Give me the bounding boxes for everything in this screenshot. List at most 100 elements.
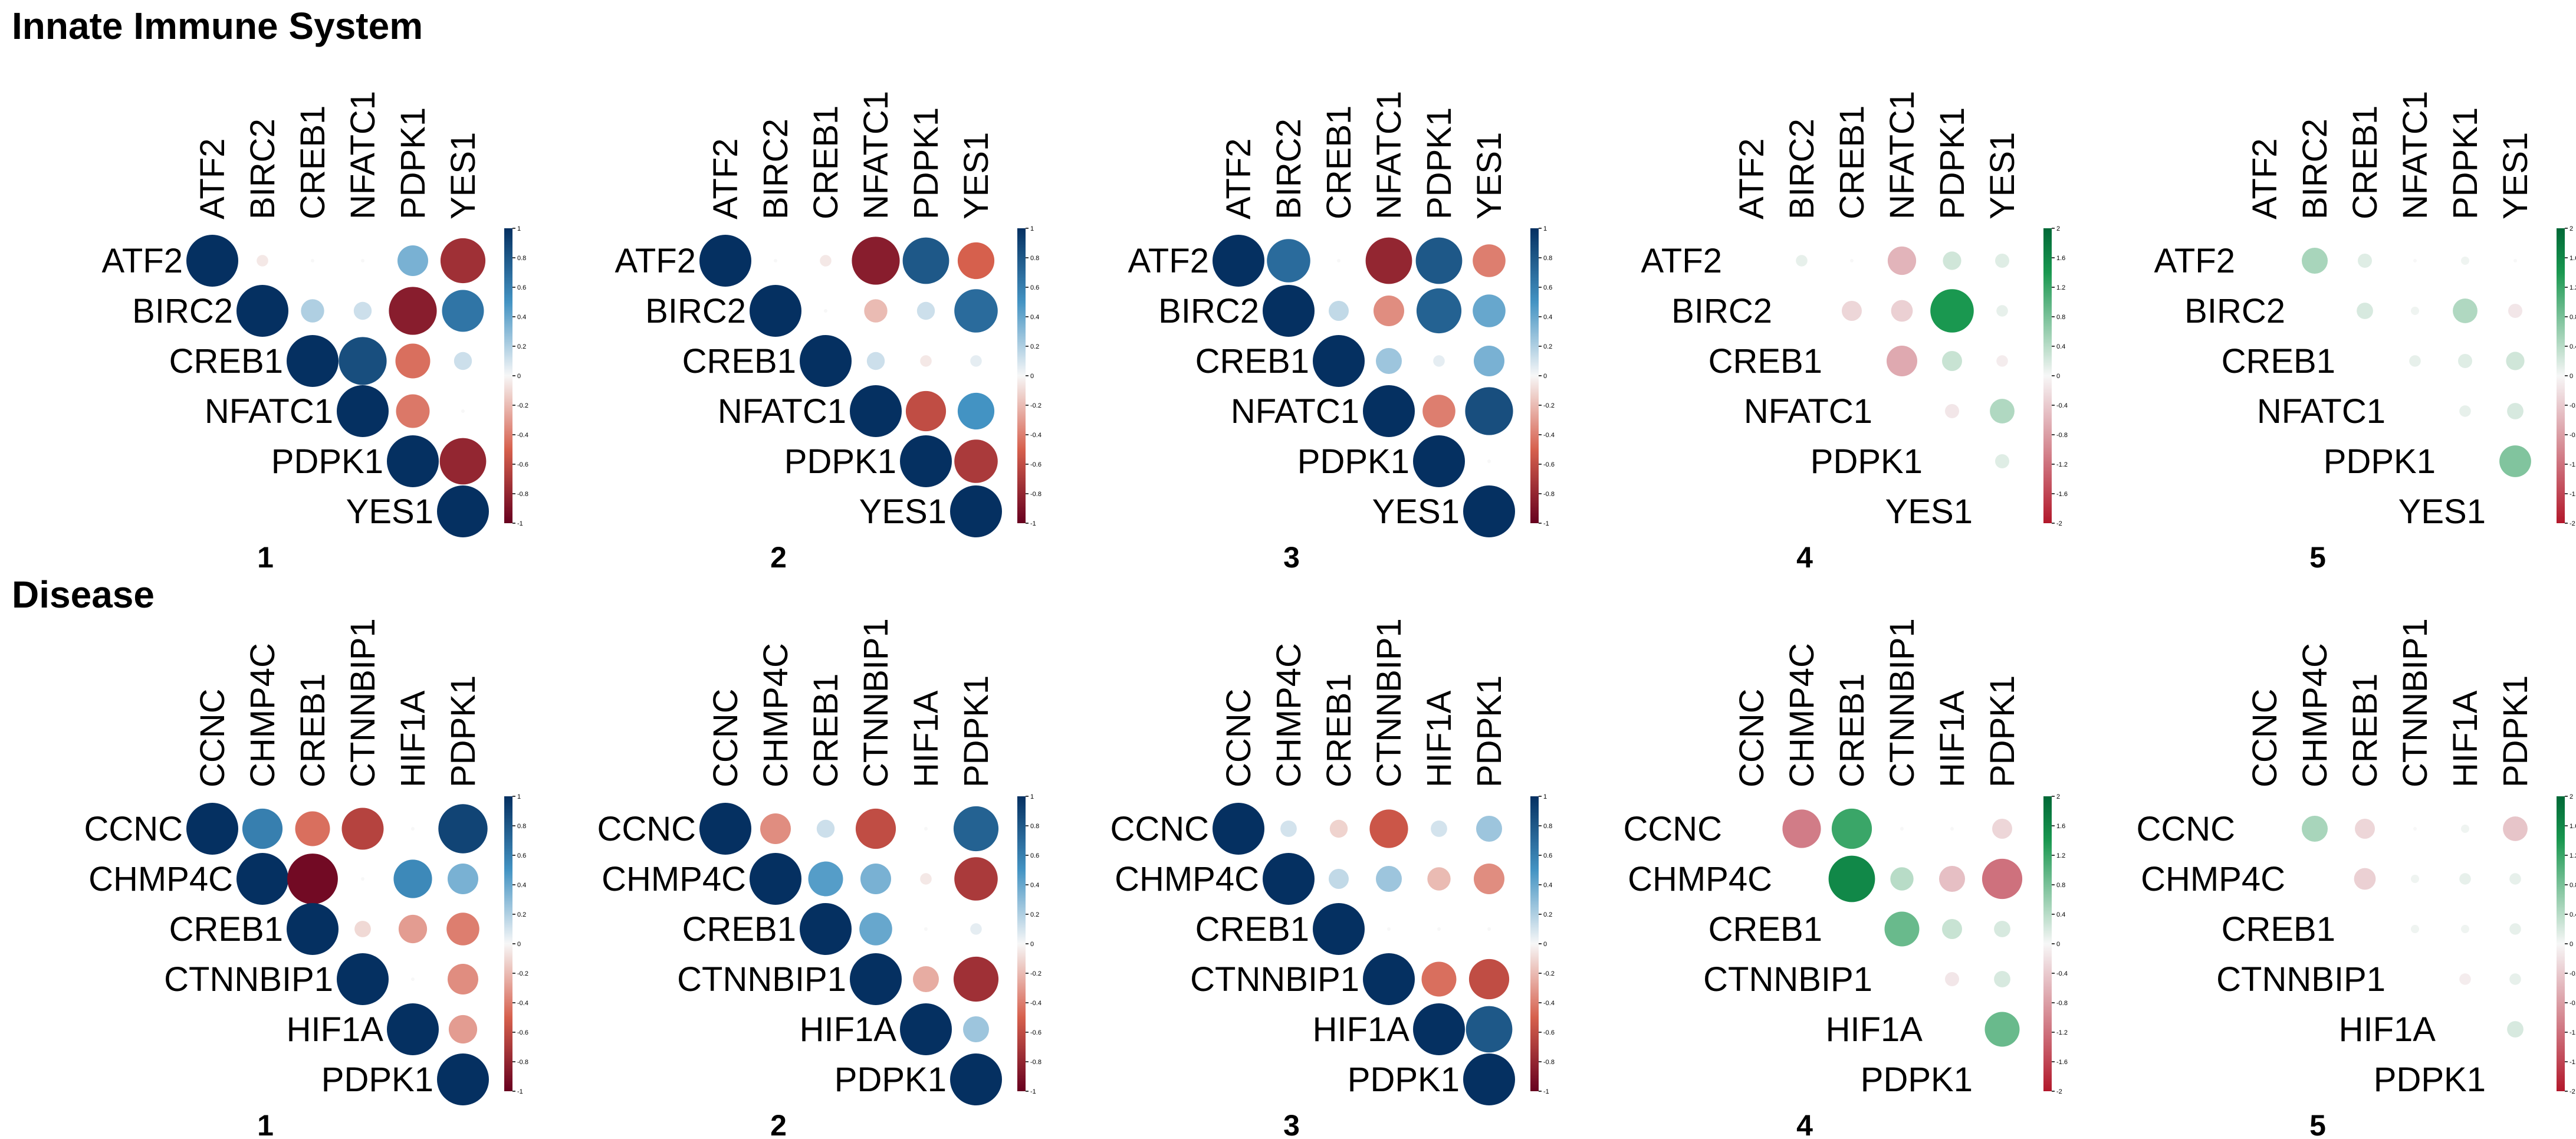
corr-circle-nfatc1-nfatc1: [337, 385, 389, 437]
col-label-ccnc: CCNC: [1733, 688, 1771, 787]
corr-circle-ccnc-chmp4c: [242, 808, 283, 849]
row-label-ccnc: CCNC: [597, 810, 696, 848]
corr-circle-atf2-birc2: [1267, 239, 1310, 283]
colorbar-tick-label: -0.2: [1543, 402, 1555, 409]
col-label-chmp4c: CHMP4C: [1270, 643, 1308, 787]
corr-circle-atf2-pdpk1: [1943, 251, 1961, 270]
corr-circle-chmp4c-creb1: [808, 861, 843, 897]
panel-number-label: 4: [1796, 1109, 1813, 1139]
row-label-nfatc1: NFATC1: [2257, 392, 2386, 431]
col-label-nfatc1: NFATC1: [2396, 91, 2434, 219]
colorbar-tick-label: -0.2: [517, 970, 528, 977]
colorbar-tick-label: 0.4: [2056, 911, 2065, 918]
corr-circle-nfatc1-yes1: [2507, 403, 2524, 419]
corr-circle-nfatc1-yes1: [1990, 399, 2015, 424]
colorbar-tick-label: -2: [2570, 520, 2575, 527]
colorbar-tick-label: -1: [1030, 1088, 1036, 1095]
corr-circle-birc2-creb1: [301, 299, 324, 323]
row-label-ctnnbip1: CTNNBIP1: [164, 960, 333, 999]
colorbar-tick-label: 1: [517, 793, 521, 800]
col-label-creb1: CREB1: [294, 674, 332, 787]
corr-circle-chmp4c-hif1a: [2459, 873, 2471, 885]
colorbar-tick-label: 1.2: [2056, 284, 2065, 291]
row-label-hif1a: HIF1A: [800, 1010, 897, 1049]
corr-circle-birc2-nfatc1: [1374, 296, 1404, 326]
row-label-nfatc1: NFATC1: [718, 392, 846, 431]
corr-circle-ctnnbip1-hif1a: [411, 977, 415, 981]
corr-circle-ccnc-chmp4c: [2302, 816, 2328, 842]
colorbar: [1017, 796, 1026, 1091]
col-label-creb1: CREB1: [2346, 106, 2384, 219]
row-label-creb1: CREB1: [682, 910, 796, 948]
row-label-ctnnbip1: CTNNBIP1: [1703, 960, 1872, 999]
corr-circle-ccnc-pdpk1: [953, 806, 999, 852]
corr-circle-birc2-pdpk1: [2453, 298, 2478, 323]
colorbar-tick-label: -0.4: [2056, 402, 2068, 409]
col-label-ctnnbip1: CTNNBIP1: [1370, 618, 1408, 787]
col-label-birc2: BIRC2: [2296, 119, 2334, 219]
colorbar-tick-label: 0.8: [1543, 255, 1552, 262]
corr-circle-chmp4c-ctnnbip1: [361, 877, 364, 881]
colorbar-tick-label: -0.8: [2056, 1000, 2068, 1007]
corr-circle-ccnc-pdpk1: [2503, 816, 2528, 841]
colorbar-tick-label: 1: [1030, 793, 1034, 800]
corr-circle-nfatc1-nfatc1: [1363, 385, 1415, 437]
colorbar-tick-label: 1: [517, 225, 521, 232]
row-label-hif1a: HIF1A: [287, 1010, 384, 1049]
corr-circle-creb1-creb1: [1313, 335, 1365, 387]
corr-circle-ccnc-creb1: [2355, 819, 2375, 839]
corr-circle-chmp4c-creb1: [1828, 855, 1875, 902]
colorbar-tick-label: 1.2: [2570, 284, 2576, 291]
corr-circle-ctnnbip1-pdpk1: [1994, 971, 2010, 987]
corr-circle-atf2-yes1: [440, 238, 486, 284]
col-label-ctnnbip1: CTNNBIP1: [857, 618, 895, 787]
colorbar-tick-label: -2: [2056, 520, 2062, 527]
col-label-hif1a: HIF1A: [394, 690, 432, 787]
corr-circle-creb1-pdpk1: [395, 343, 431, 379]
colorbar-tick-label: -0.8: [1030, 491, 1041, 498]
colorbar-tick-label: 0.2: [517, 911, 526, 918]
corr-circle-creb1-pdpk1: [970, 923, 982, 935]
colorbar-tick-label: -0.4: [1543, 432, 1555, 439]
colorbar-tick-label: -0.8: [1543, 1059, 1555, 1066]
row-label-chmp4c: CHMP4C: [2141, 860, 2285, 898]
corr-circle-atf2-atf2: [1213, 235, 1264, 287]
corr-circle-yes1-yes1: [437, 485, 489, 537]
corr-circle-creb1-yes1: [2506, 352, 2525, 370]
corr-circle-atf2-birc2: [257, 255, 268, 267]
panel-number-label: 2: [770, 541, 787, 574]
corr-circle-atf2-pdpk1: [397, 245, 428, 276]
row-label-hif1a: HIF1A: [2339, 1010, 2436, 1049]
corr-circle-nfatc1-yes1: [957, 392, 995, 430]
corr-circle-chmp4c-hif1a: [1939, 866, 1965, 892]
corr-circle-birc2-creb1: [1842, 301, 1862, 321]
corr-circle-chmp4c-chmp4c: [750, 853, 801, 905]
corr-circle-hif1a-pdpk1: [1984, 1012, 2020, 1047]
colorbar-tick-label: -1.6: [2570, 1059, 2576, 1066]
corr-circle-creb1-pdpk1: [1942, 351, 1962, 371]
corrplot-panel-disease-1: CCNC CHMP4C CREB1 CTNNBIP1 HIF1A PDPK1 CCNC CHM…: [84, 618, 528, 1139]
colorbar-tick-label: 0.6: [517, 284, 526, 291]
corr-circle-pdpk1-pdpk1: [387, 435, 439, 487]
corr-circle-creb1-hif1a: [398, 914, 428, 944]
corr-circle-creb1-ctnnbip1: [859, 912, 892, 946]
row-label-pdpk1: PDPK1: [834, 1061, 947, 1099]
row-label-hif1a: HIF1A: [1313, 1010, 1410, 1049]
corr-circle-chmp4c-hif1a: [920, 873, 932, 885]
corr-circle-chmp4c-hif1a: [393, 859, 432, 898]
row-label-atf2: ATF2: [102, 242, 183, 280]
corr-circle-creb1-ctnnbip1: [1387, 927, 1391, 931]
col-label-creb1: CREB1: [807, 674, 845, 787]
col-label-yes1: YES1: [1470, 132, 1509, 219]
corr-circle-pdpk1-yes1: [954, 439, 998, 483]
corr-circle-atf2-creb1: [1850, 259, 1854, 262]
corr-circle-ctnnbip1-hif1a: [1945, 972, 1959, 986]
corr-circle-ccnc-pdpk1: [1476, 816, 1502, 842]
corr-circle-birc2-pdpk1: [1416, 288, 1462, 334]
corr-circle-creb1-nfatc1: [2409, 355, 2421, 367]
colorbar-tick-label: -0.6: [517, 1029, 528, 1036]
colorbar-tick-label: -0.2: [517, 402, 528, 409]
corr-circle-creb1-ctnnbip1: [2411, 925, 2419, 933]
corr-circle-creb1-yes1: [454, 352, 472, 370]
